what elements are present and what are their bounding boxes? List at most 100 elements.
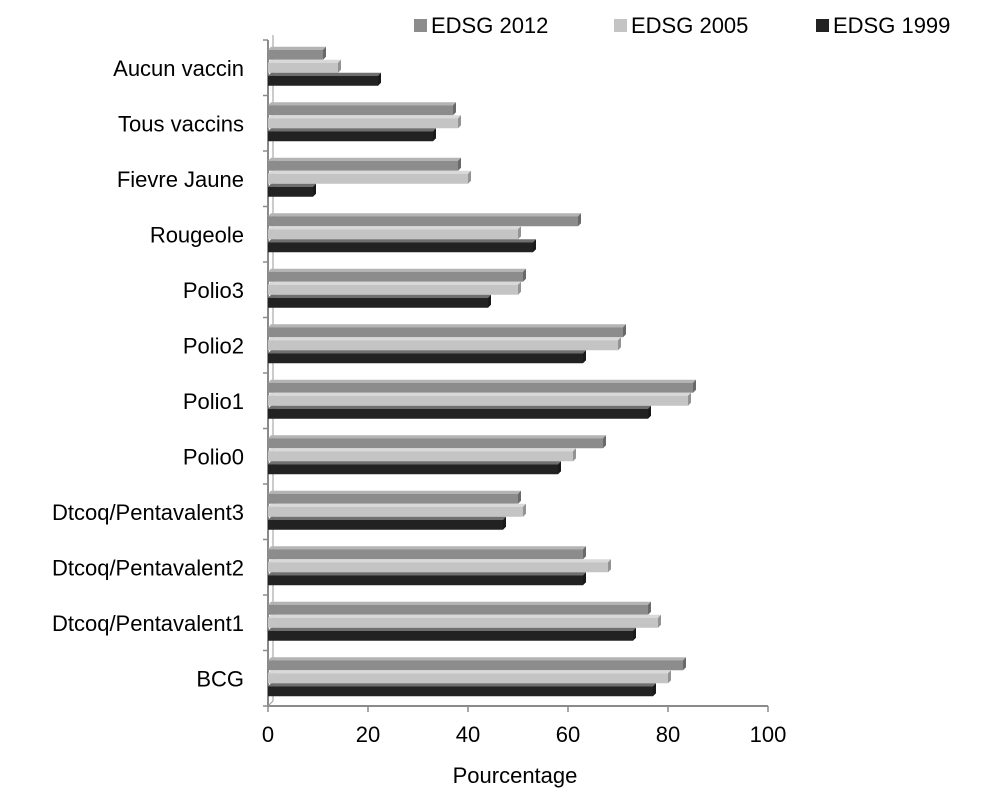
bar-end-face bbox=[453, 102, 456, 116]
bar-top-face bbox=[268, 239, 536, 243]
bar-front-face bbox=[268, 327, 623, 338]
bar-top-face bbox=[268, 392, 691, 396]
legend-swatch bbox=[816, 19, 829, 32]
bar-end-face bbox=[608, 559, 611, 573]
bar-top-face bbox=[268, 572, 586, 576]
bar-front-face bbox=[268, 160, 458, 171]
bar-rougeole-edsg-2005 bbox=[268, 226, 521, 240]
bar-polio0-edsg-2012 bbox=[268, 435, 606, 449]
bar-polio1-edsg-2005 bbox=[268, 392, 691, 406]
bar-top-face bbox=[268, 170, 471, 174]
bar-end-face bbox=[658, 614, 661, 628]
bar-end-face bbox=[313, 183, 316, 197]
bar-top-face bbox=[268, 183, 316, 187]
bar-front-face bbox=[268, 229, 518, 240]
bar-polio2-edsg-2005 bbox=[268, 337, 621, 351]
legend-label: EDSG 2005 bbox=[631, 13, 748, 38]
bar-dtcoq-pentavalent3-edsg-1999 bbox=[268, 516, 506, 530]
bar-front-face bbox=[268, 242, 533, 253]
bar-end-face bbox=[518, 281, 521, 295]
bar-front-face bbox=[268, 395, 688, 406]
bar-polio3-edsg-2012 bbox=[268, 268, 526, 282]
bar-end-face bbox=[558, 461, 561, 475]
bar-front-face bbox=[268, 604, 648, 615]
bar-front-face bbox=[268, 575, 583, 586]
bar-front-face bbox=[268, 284, 518, 295]
y-tick-label-dtcoq-pentavalent1: Dtcoq/Pentavalent1 bbox=[52, 611, 244, 636]
bar-end-face bbox=[518, 490, 521, 504]
bar-front-face bbox=[268, 493, 518, 504]
bar-front-face bbox=[268, 382, 693, 393]
x-tick-label-40: 40 bbox=[456, 722, 480, 747]
bar-dtcoq-pentavalent2-edsg-1999 bbox=[268, 572, 586, 586]
bar-front-face bbox=[268, 75, 378, 86]
bar-end-face bbox=[458, 157, 461, 171]
bar-aucun-vaccin-edsg-1999 bbox=[268, 72, 381, 86]
bar-front-face bbox=[268, 271, 523, 282]
y-tick-label-polio0: Polio0 bbox=[183, 444, 244, 469]
bar-polio0-edsg-2005 bbox=[268, 448, 576, 462]
bar-front-face bbox=[268, 617, 658, 628]
bar-dtcoq-pentavalent1-edsg-2005 bbox=[268, 614, 661, 628]
bar-end-face bbox=[533, 239, 536, 253]
y-tick-label-polio2: Polio2 bbox=[183, 333, 244, 358]
bar-polio1-edsg-2012 bbox=[268, 379, 696, 393]
bar-top-face bbox=[268, 559, 611, 563]
bar-polio3-edsg-2005 bbox=[268, 281, 521, 295]
bar-end-face bbox=[323, 46, 326, 60]
bar-front-face bbox=[268, 118, 458, 129]
bar-end-face bbox=[578, 213, 581, 227]
legend-item-edsg-2005: EDSG 2005 bbox=[614, 13, 748, 38]
bar-end-face bbox=[378, 72, 381, 86]
bar-end-face bbox=[683, 657, 686, 671]
bar-front-face bbox=[268, 173, 468, 184]
bar-front-face bbox=[268, 451, 573, 462]
bar-end-face bbox=[523, 268, 526, 282]
bar-end-face bbox=[458, 115, 461, 129]
y-tick-label-tous-vaccins: Tous vaccins bbox=[118, 111, 244, 136]
bar-end-face bbox=[523, 503, 526, 517]
bar-end-face bbox=[583, 572, 586, 586]
bar-front-face bbox=[268, 464, 558, 475]
bar-front-face bbox=[268, 105, 453, 116]
bar-top-face bbox=[268, 461, 561, 465]
bar-front-face bbox=[268, 340, 618, 351]
legend-item-edsg-2012: EDSG 2012 bbox=[414, 13, 548, 38]
bar-fievre-jaune-edsg-2012 bbox=[268, 157, 461, 171]
bar-polio0-edsg-1999 bbox=[268, 461, 561, 475]
bar-top-face bbox=[268, 102, 456, 106]
bar-front-face bbox=[268, 353, 583, 364]
y-tick-label-dtcoq-pentavalent3: Dtcoq/Pentavalent3 bbox=[52, 500, 244, 525]
bar-rougeole-edsg-2012 bbox=[268, 213, 581, 227]
legend: EDSG 2012 EDSG 2005 EDSG 1999 bbox=[414, 13, 950, 38]
bar-tous-vaccins-edsg-1999 bbox=[268, 128, 436, 142]
x-tick-label-20: 20 bbox=[356, 722, 380, 747]
bar-top-face bbox=[268, 268, 526, 272]
bar-tous-vaccins-edsg-2005 bbox=[268, 115, 461, 129]
legend-swatch bbox=[414, 19, 427, 32]
bar-end-face bbox=[488, 294, 491, 308]
legend-item-edsg-1999: EDSG 1999 bbox=[816, 13, 950, 38]
bar-top-face bbox=[268, 546, 586, 550]
bar-front-face bbox=[268, 630, 633, 641]
bar-top-face bbox=[268, 379, 696, 383]
bar-dtcoq-pentavalent2-edsg-2005 bbox=[268, 559, 611, 573]
y-tick-label-aucun-vaccin: Aucun vaccin bbox=[113, 56, 244, 81]
bar-front-face bbox=[268, 438, 603, 449]
bar-top-face bbox=[268, 337, 621, 341]
bar-dtcoq-pentavalent1-edsg-1999 bbox=[268, 627, 636, 641]
bar-front-face bbox=[268, 673, 668, 684]
legend-label: EDSG 1999 bbox=[833, 13, 950, 38]
bar-end-face bbox=[618, 337, 621, 351]
y-tick-label-dtcoq-pentavalent2: Dtcoq/Pentavalent2 bbox=[52, 555, 244, 580]
bar-polio2-edsg-2012 bbox=[268, 324, 626, 338]
bar-front-face bbox=[268, 62, 338, 73]
bar-end-face bbox=[648, 601, 651, 615]
bar-top-face bbox=[268, 350, 586, 354]
x-tick-label-0: 0 bbox=[262, 722, 274, 747]
bar-end-face bbox=[518, 226, 521, 240]
bar-dtcoq-pentavalent3-edsg-2012 bbox=[268, 490, 521, 504]
x-axis: 0 20 40 60 80 100 bbox=[262, 700, 786, 747]
